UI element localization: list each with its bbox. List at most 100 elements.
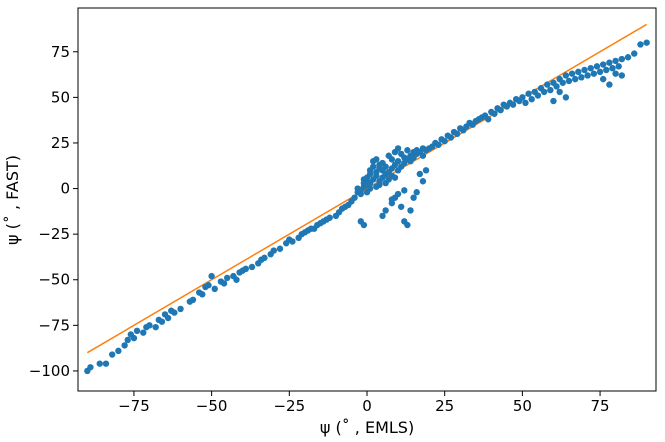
scatter-point <box>326 214 333 221</box>
scatter-point <box>578 74 585 81</box>
scatter-point <box>388 196 396 203</box>
scatter-point <box>609 64 616 72</box>
scatter-point <box>540 88 548 96</box>
points-layer <box>84 39 650 375</box>
y-tick-label: 50 <box>51 88 70 106</box>
scatter-point <box>382 207 389 214</box>
x-ticks: −75 −50 −25 0 25 50 75 <box>118 391 610 415</box>
scatter-point <box>140 329 147 336</box>
x-tick-label: −25 <box>273 397 305 415</box>
scatter-point <box>413 189 420 196</box>
scatter-point <box>562 72 570 79</box>
scatter-point <box>96 360 103 367</box>
scatter-point <box>553 83 560 90</box>
y-ticks: −100 −75 −50 −25 0 25 50 75 <box>29 43 78 380</box>
y-tick-label: 25 <box>51 134 70 152</box>
scatter-point <box>360 221 368 229</box>
scatter-point <box>388 156 396 163</box>
scatter-point <box>593 63 601 70</box>
scatter-point <box>404 221 411 229</box>
scatter-point <box>618 72 626 79</box>
scatter-point <box>130 334 138 342</box>
scatter-point <box>211 285 218 293</box>
scatter-point <box>631 50 638 57</box>
scatter-point <box>509 101 517 108</box>
scatter-point <box>643 39 650 46</box>
scatter-point <box>152 323 159 331</box>
scatter-point <box>115 347 122 355</box>
scatter-point <box>205 282 212 289</box>
scatter-point <box>410 194 417 201</box>
scatter-point <box>382 163 389 170</box>
scatter-point <box>401 187 408 194</box>
scatter-point <box>522 99 529 107</box>
scatter-point <box>158 318 166 325</box>
scatter-point <box>565 77 573 85</box>
scatter-point <box>575 68 582 76</box>
scatter-point <box>587 64 594 72</box>
scatter-point <box>121 342 128 349</box>
scatter-point <box>491 110 498 117</box>
scatter-point <box>528 95 535 103</box>
scatter-point <box>422 167 430 174</box>
scatter-point <box>171 309 178 316</box>
scatter-point <box>124 336 131 344</box>
y-tick-label: −50 <box>38 271 70 289</box>
scatter-point <box>379 212 386 220</box>
scatter-point <box>164 314 172 322</box>
y-tick-label: −25 <box>38 225 70 243</box>
scatter-point <box>108 351 116 358</box>
scatter-point <box>248 263 256 271</box>
scatter-point <box>596 68 604 76</box>
scatter-point <box>441 137 448 145</box>
scatter-point <box>177 305 184 313</box>
scatter-point <box>220 280 228 287</box>
scatter-point <box>419 178 427 185</box>
y-tick-label: 0 <box>60 180 70 198</box>
scatter-point <box>373 156 380 163</box>
scatter-point <box>497 106 504 114</box>
scatter-point <box>146 322 153 329</box>
scatter-point <box>534 92 542 99</box>
scatter-point <box>556 88 563 96</box>
scatter-point <box>189 296 197 304</box>
scatter-point <box>242 265 250 273</box>
scatter-point <box>133 327 141 335</box>
scatter-point <box>544 81 551 88</box>
y-tick-label: −75 <box>38 316 70 334</box>
scatter-point <box>366 185 374 192</box>
x-tick-label: 0 <box>362 397 372 415</box>
x-tick-label: −50 <box>196 397 228 415</box>
scatter-point <box>581 66 588 74</box>
scatter-point <box>568 70 576 77</box>
x-axis-label: ψ (˚ , EMLS) <box>320 418 414 437</box>
scatter-point <box>394 145 402 152</box>
scatter-point <box>599 61 607 68</box>
scatter-point <box>618 55 626 63</box>
scatter-point <box>276 245 284 252</box>
scatter-point <box>637 41 644 48</box>
y-axis-label: ψ (˚ , FAST) <box>3 155 22 245</box>
scatter-point <box>223 274 231 282</box>
scatter-point <box>394 190 402 198</box>
scatter-point <box>603 66 610 74</box>
scatter-point <box>606 81 613 88</box>
x-tick-label: 50 <box>513 397 532 415</box>
scatter-point <box>87 364 94 371</box>
scatter-point <box>562 94 570 101</box>
x-tick-label: 75 <box>591 397 610 415</box>
scatter-point <box>584 72 591 79</box>
scatter-point <box>270 247 277 254</box>
scatter-point <box>519 94 526 101</box>
scatter-point <box>599 75 607 83</box>
scatter-point <box>453 130 461 138</box>
scatter-point <box>612 70 619 77</box>
scatter-point <box>606 59 613 66</box>
x-tick-label: −75 <box>118 397 150 415</box>
scatter-point <box>612 57 619 65</box>
scatter-point <box>233 276 240 283</box>
scatter-point <box>572 75 579 83</box>
scatter-point <box>199 291 206 298</box>
